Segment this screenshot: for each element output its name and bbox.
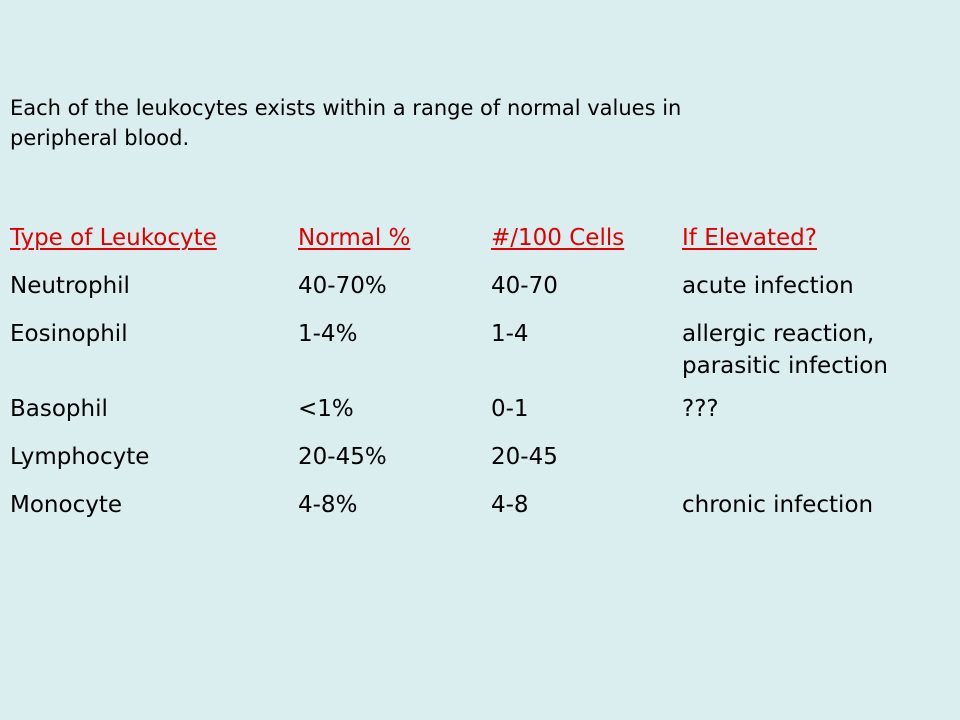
cell-per-100-cells: 4-8 [491,492,529,518]
cell-type: Monocyte [10,492,122,518]
table-row: Lymphocyte 20-45% 20-45 [10,441,950,489]
cell-normal-percent: 1-4% [298,321,358,347]
leukocyte-table: Type of Leukocyte Normal % #/100 Cells I… [10,222,950,537]
cell-if-elevated-line: chronic infection [682,492,874,518]
cell-if-elevated: chronic infection [682,489,873,521]
cell-normal-percent: <1% [298,396,354,422]
cell-per-100-cells: 0-1 [491,396,529,422]
cell-if-elevated-line: allergic reaction, [682,321,875,347]
header-type: Type of Leukocyte [10,225,217,251]
cell-normal-percent: 20-45% [298,444,387,470]
cell-type: Lymphocyte [10,444,150,470]
cell-if-elevated: acute infection [682,270,854,302]
intro-paragraph: Each of the leukocytes exists within a r… [10,93,910,153]
cell-if-elevated-line: parasitic infection [682,353,888,379]
table-row: Basophil <1% 0-1 ??? [10,393,950,441]
intro-line-1: Each of the leukocytes exists within a r… [10,96,682,120]
cell-type: Neutrophil [10,273,130,299]
cell-if-elevated-line: acute infection [682,273,854,299]
intro-line-2: peripheral blood. [10,126,190,150]
header-if-elevated: If Elevated? [682,225,817,251]
cell-normal-percent: 40-70% [298,273,387,299]
cell-per-100-cells: 1-4 [491,321,529,347]
cell-per-100-cells: 40-70 [491,273,558,299]
header-normal-percent: Normal % [298,225,411,251]
cell-if-elevated-line: ??? [682,396,719,422]
table-row: Monocyte 4-8% 4-8 chronic infection [10,489,950,537]
cell-normal-percent: 4-8% [298,492,358,518]
cell-type: Basophil [10,396,108,422]
table-row: Eosinophil 1-4% 1-4 allergic reaction, p… [10,318,950,393]
cell-if-elevated: ??? [682,393,719,425]
table-header-row: Type of Leukocyte Normal % #/100 Cells I… [10,222,950,270]
cell-per-100-cells: 20-45 [491,444,558,470]
cell-type: Eosinophil [10,321,128,347]
table-row: Neutrophil 40-70% 40-70 acute infection [10,270,950,318]
header-per-100-cells: #/100 Cells [491,225,625,251]
cell-if-elevated: allergic reaction, parasitic infection [682,318,888,382]
